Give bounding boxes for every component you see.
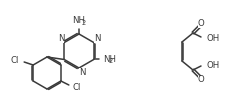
Text: Cl: Cl <box>11 56 19 65</box>
Text: N: N <box>79 68 85 77</box>
Text: N: N <box>57 34 64 43</box>
Text: Cl: Cl <box>73 82 81 91</box>
Text: NH: NH <box>102 55 115 63</box>
Text: OH: OH <box>206 60 219 69</box>
Text: OH: OH <box>206 34 219 43</box>
Text: N: N <box>93 34 100 43</box>
Text: 2: 2 <box>108 57 112 63</box>
Text: O: O <box>197 75 203 84</box>
Text: O: O <box>197 19 203 28</box>
Text: 2: 2 <box>81 20 85 26</box>
Text: NH: NH <box>72 16 85 25</box>
